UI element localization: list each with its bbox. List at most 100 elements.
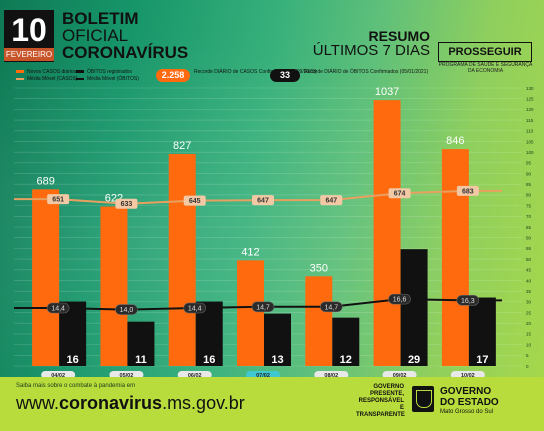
right-axis-tick: 110 — [526, 129, 534, 134]
title-oficial: OFICIAL — [62, 26, 129, 45]
avg-deaths-pill — [251, 301, 275, 313]
gov-tag-3: RESPONSÁVEL E — [358, 398, 404, 411]
avg-cases-label: 674 — [394, 191, 406, 198]
avg-deaths-pill — [115, 304, 138, 315]
data-labels: 6891662211827164121335012103729846176516… — [36, 86, 488, 366]
avg-deaths-pill — [388, 293, 411, 305]
right-axis-tick: 15 — [526, 332, 532, 337]
summary-title: RESUMO — [368, 28, 430, 44]
bar-cases — [441, 149, 469, 366]
right-axis-tick: 20 — [526, 321, 532, 326]
legend-deaths: ÓBITOS registrados — [87, 69, 132, 75]
avg-cases-pill — [388, 188, 411, 199]
date-day: 10 — [11, 12, 47, 48]
gov-tag-4: TRANSPARENTE — [356, 412, 405, 418]
record-cases-badge: 2.258 — [156, 69, 190, 82]
bar-cases-label: 1037 — [375, 86, 399, 98]
bar-deaths-label: 16 — [203, 354, 215, 366]
avg-deaths-label: 14,4 — [51, 305, 65, 312]
site-bold: coronavirus — [59, 393, 163, 413]
bar-deaths-label: 13 — [271, 354, 283, 366]
avg-deaths-label: 14,7 — [324, 304, 338, 311]
avg-deaths-label: 14,7 — [256, 304, 270, 311]
gov-tag-1: GOVERNO — [373, 384, 404, 390]
avg-cases-pill — [115, 198, 138, 209]
right-axis-tick: 90 — [526, 171, 532, 176]
right-axis-tick: 130 — [526, 86, 534, 91]
bar-cases-label: 827 — [173, 140, 191, 152]
right-axis: 0 5 10 15 20 25 30 35 40 45 50 55 60 65 70 75 80 85 90 95 10… — [526, 86, 534, 369]
x-tick-label: 04/02 — [51, 373, 65, 379]
crest-shield-icon — [416, 390, 432, 408]
bar-deaths — [468, 297, 496, 366]
program-subtitle: PROGRAMA DE SAÚDE E SEGURANÇA DA ECONOMI… — [438, 62, 533, 74]
right-axis-tick: 50 — [526, 257, 532, 262]
legend-deaths-swatch — [76, 70, 84, 73]
right-axis-tick: 85 — [526, 182, 532, 187]
footer-site-link[interactable]: www.coronavirus.ms.gov.br — [16, 392, 245, 414]
legend-cases: Novos CASOS diários — [27, 69, 77, 75]
bar-deaths-label: 12 — [340, 354, 352, 366]
legend-cases-swatch — [16, 70, 24, 73]
bar-deaths-label: 29 — [408, 354, 420, 366]
avg-cases-label: 647 — [257, 198, 269, 205]
bar-cases — [100, 206, 128, 366]
avg-cases-label: 647 — [325, 198, 337, 205]
date-badge: 10 FEVEREIRO — [4, 10, 54, 62]
gov-tagline: GOVERNO PRESENTE, RESPONSÁVEL E TRANSPAR… — [356, 384, 405, 419]
right-axis-tick: 60 — [526, 235, 532, 240]
footer-band — [0, 377, 544, 431]
legend-deaths-avg-swatch — [76, 78, 84, 80]
bar-deaths-label: 16 — [67, 354, 79, 366]
bar-cases — [168, 153, 196, 366]
state-crest-icon — [412, 386, 434, 412]
right-axis-tick: 100 — [526, 150, 534, 155]
avg-deaths-label: 14,4 — [188, 305, 202, 312]
gov-name: GOVERNO DO ESTADO — [440, 386, 499, 408]
title-coronavirus: CORONAVÍRUS — [62, 43, 189, 62]
gov-tag-2: PRESENTE, — [369, 391, 404, 397]
avg-cases-pill — [320, 195, 343, 206]
footer-note: Saiba mais sobre o combate à pandemia em — [16, 383, 136, 389]
bar-cases — [373, 100, 401, 366]
right-axis-tick: 65 — [526, 225, 532, 230]
bar-deaths-label: 17 — [476, 354, 488, 366]
date-month: FEVEREIRO — [4, 48, 54, 61]
right-axis-tick: 75 — [526, 203, 532, 208]
right-axis-tick: 80 — [526, 193, 532, 198]
site-prefix: www. — [16, 393, 60, 413]
legend-cases-avg-swatch — [16, 78, 24, 80]
bar-cases — [237, 260, 264, 366]
right-axis-tick: 10 — [526, 342, 532, 347]
right-axis-tick: 70 — [526, 214, 532, 219]
right-axis-tick: 105 — [526, 139, 534, 144]
x-tick-label: 10/02 — [461, 373, 475, 379]
avg-deaths-label: 16,3 — [461, 298, 475, 305]
bars — [32, 100, 496, 366]
avg-deaths-label: 14,0 — [120, 307, 134, 314]
avg-cases-label: 633 — [121, 201, 133, 208]
bar-cases-label: 350 — [310, 262, 328, 274]
record-deaths-badge: 33 — [270, 69, 300, 82]
legend-cases-avg: Média Móvel (CASOS) — [27, 76, 78, 82]
avg-cases-pill — [456, 185, 479, 196]
title-boletim: BOLETIM — [62, 9, 139, 28]
right-axis-tick: 5 — [526, 353, 529, 358]
gov-state: Mato Grosso do Sul — [440, 409, 494, 415]
avg-cases-pill — [183, 195, 206, 206]
avg-cases-label: 683 — [462, 188, 474, 195]
right-axis-tick: 30 — [526, 300, 532, 305]
avg-deaths-label: 16,6 — [393, 297, 407, 304]
legend-deaths-avg: Média Móvel (ÓBITOS) — [87, 76, 139, 82]
program-logo: PROSSEGUIR — [438, 42, 532, 62]
right-axis-tick: 115 — [526, 118, 534, 123]
avg-deaths-pill — [319, 301, 343, 313]
bar-deaths — [127, 321, 155, 366]
right-axis-tick: 120 — [526, 107, 534, 112]
x-tick-label: 09/02 — [393, 373, 407, 379]
avg-deaths-pill — [183, 302, 207, 314]
avg-cases-pill — [252, 195, 274, 206]
right-axis-tick: 25 — [526, 310, 532, 315]
